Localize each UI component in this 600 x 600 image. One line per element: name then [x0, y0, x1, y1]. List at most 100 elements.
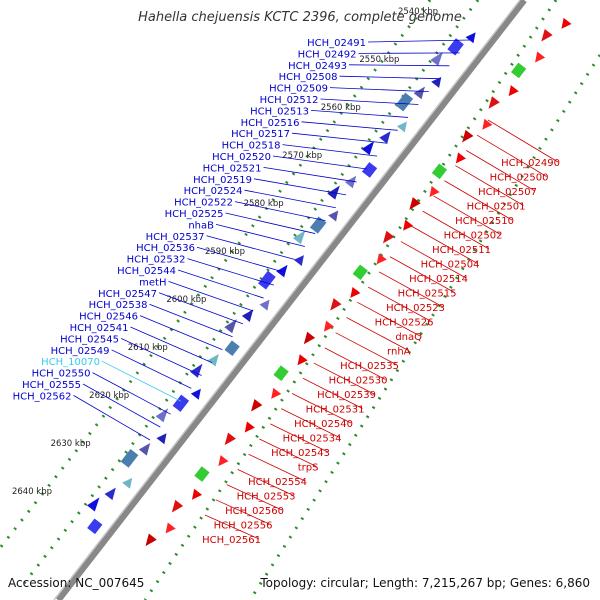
gene-block-blue	[361, 162, 378, 178]
accession-label: Accession: NC_007645	[8, 576, 145, 590]
gene-arrow-red	[376, 253, 387, 265]
gene-label-left: HCH_02544	[117, 266, 176, 277]
leader-line-right	[204, 514, 260, 540]
leader-line-left	[244, 189, 336, 209]
leader-line-right	[302, 377, 363, 409]
leader-line-left	[282, 144, 378, 157]
gene-label-left: HCH_02524	[184, 186, 243, 197]
leader-line-right	[270, 423, 329, 453]
scale-label: 2580 kbp	[244, 199, 284, 209]
gene-arrow-red	[244, 421, 255, 433]
gene-label-right: HCH_02554	[248, 477, 307, 488]
leader-line-left	[130, 326, 213, 363]
dotted-guide-inner-right	[143, 0, 558, 600]
dotted-guide-outer-right	[248, 54, 600, 600]
leader-line-left	[301, 121, 398, 131]
leader-line-left	[187, 258, 274, 286]
dotted-guide-outer-left	[0, 0, 432, 549]
gene-arrow-red	[350, 286, 361, 298]
gene-label-right: trpS	[298, 463, 319, 474]
gene-label-right: HCH_02535	[340, 361, 399, 372]
leader-line-right	[476, 134, 547, 177]
leader-line-right	[346, 317, 409, 351]
leader-line-right	[237, 469, 294, 496]
scale-label: 2620 kbp	[89, 391, 129, 401]
leader-line-left	[149, 303, 233, 338]
leader-line-right	[226, 484, 283, 511]
gene-arrow-red	[165, 522, 176, 534]
leader-line-right	[248, 453, 306, 482]
gene-arrow-red	[409, 197, 421, 210]
leader-line-right	[281, 408, 340, 438]
gene-block-blue	[395, 92, 414, 112]
gene-block-blue	[120, 448, 139, 468]
leader-line-left	[253, 178, 347, 196]
gene-block-colored	[510, 62, 527, 79]
leader-line-right	[259, 438, 317, 467]
gene-arrow-blue	[431, 76, 442, 88]
gene-arrow-blue	[430, 51, 443, 67]
genome-title: Hahella chejuensis KCTC 2396, complete g…	[138, 10, 462, 25]
gene-arrow-red	[145, 533, 157, 547]
gene-arrow-blue	[259, 299, 270, 311]
gene-label-left: HCH_02541	[70, 323, 129, 334]
gene-label-left: HCH_02508	[279, 72, 338, 83]
gene-arrow-red	[561, 17, 572, 29]
leader-line-right	[313, 362, 375, 395]
gene-arrow-red	[508, 85, 519, 97]
leader-line-right	[389, 256, 455, 293]
gene-label-right: dnaQ	[395, 332, 422, 343]
leader-line-left	[101, 360, 182, 402]
leader-line-left	[291, 132, 388, 144]
gene-arrow-blue	[122, 477, 133, 489]
leader-line-right	[368, 286, 432, 322]
gene-arrow-blue	[276, 264, 288, 278]
gene-label-left: HCH_10070	[41, 357, 100, 368]
gene-label-right: HCH_02511	[432, 245, 491, 256]
gene-label-left: HCH_02522	[174, 198, 233, 209]
leader-line-left	[177, 269, 264, 299]
gene-arrow-red	[330, 298, 342, 311]
gene-label-right: HCH_02507	[478, 187, 537, 198]
scale-label: 2590 kbp	[205, 247, 245, 257]
gene-label-left: HCH_02493	[288, 61, 347, 72]
leader-line-right	[335, 332, 398, 366]
scale-label: 2560 kbp	[321, 103, 361, 113]
gene-arrow-blue	[156, 433, 167, 445]
scale-label: 2610 kbp	[128, 343, 168, 353]
gene-label-left: nhaB	[188, 220, 214, 231]
leader-line-right	[444, 180, 513, 221]
leader-line-left	[367, 39, 471, 43]
gene-label-right: HCH_02510	[455, 216, 514, 227]
gene-block-colored	[194, 466, 210, 482]
gene-label-right: HCH_02534	[283, 434, 342, 445]
scale-label: 2630 kbp	[51, 439, 91, 449]
gene-arrow-red	[271, 387, 282, 399]
gene-label-right: HCH_02500	[490, 173, 549, 184]
leader-line-left	[111, 349, 192, 389]
gene-arrow-blue	[241, 309, 254, 322]
gene-block-blue	[258, 270, 276, 290]
gene-label-right: HCH_02504	[421, 260, 480, 271]
gene-label-right: HCH_02515	[398, 289, 457, 300]
leader-line-left	[196, 246, 285, 273]
leader-line-right	[378, 271, 444, 308]
gene-arrow-red	[541, 28, 553, 42]
gene-label-right: HCH_02514	[409, 274, 468, 285]
gene-arrow-red	[191, 488, 203, 500]
gene-arrow-blue	[379, 131, 391, 144]
leader-line-right	[324, 347, 386, 380]
leader-line-left	[310, 110, 409, 118]
gene-arrow-blue	[293, 255, 304, 267]
topology-line: Topology: circular; Length: 7,215,267 bp…	[260, 576, 590, 590]
leader-line-right	[466, 150, 536, 192]
gene-block-colored	[273, 365, 289, 381]
leader-line-left	[234, 201, 326, 222]
gene-label-right: HCH_02526	[375, 318, 434, 329]
gene-label-left: HCH_02532	[127, 255, 186, 266]
leader-line-left	[82, 383, 161, 428]
scale-label: 2540 kbp	[398, 7, 438, 17]
gene-arrow-blue	[361, 140, 375, 156]
gene-block-blue	[309, 216, 327, 234]
